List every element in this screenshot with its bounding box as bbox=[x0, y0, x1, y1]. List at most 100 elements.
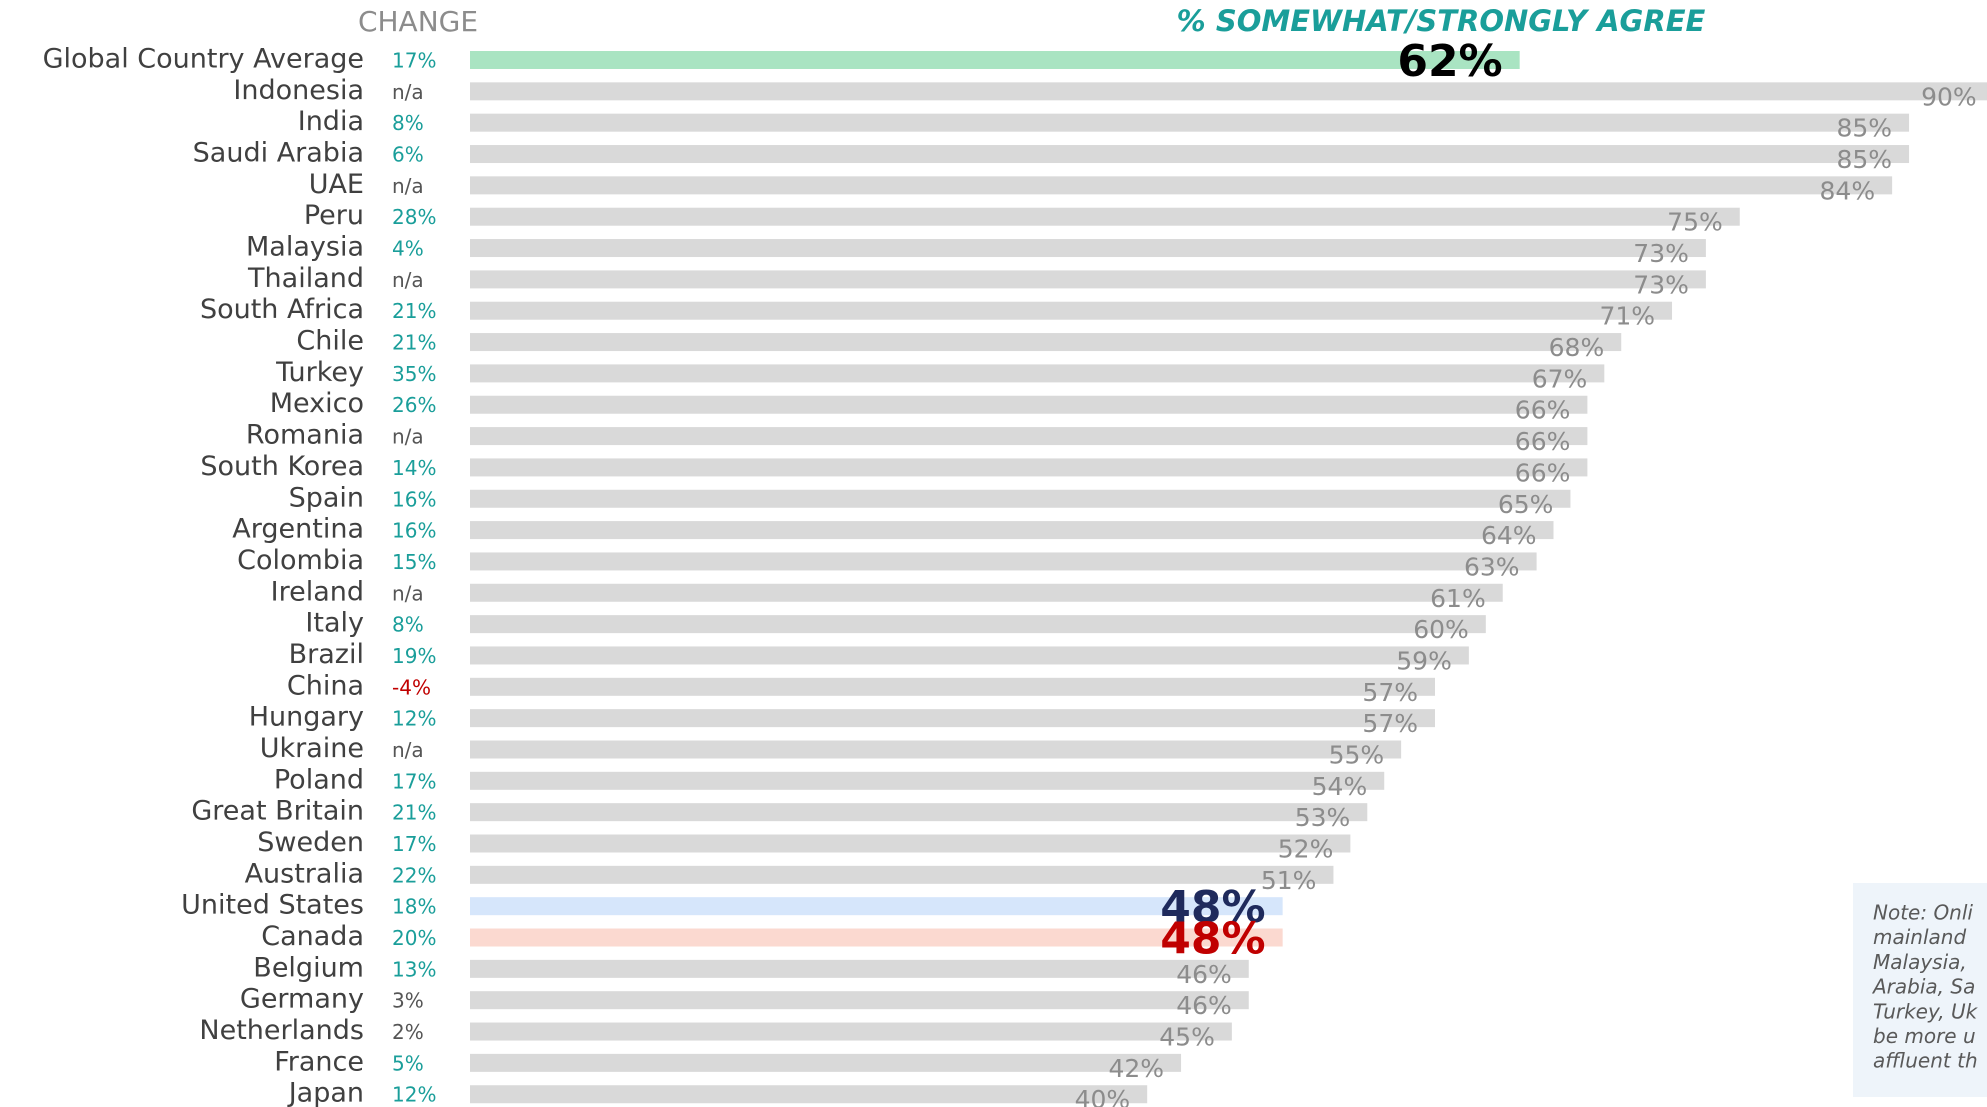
value-label: 48% bbox=[1160, 914, 1265, 965]
category-label: Germany bbox=[240, 984, 364, 1015]
value-label: 62% bbox=[1397, 36, 1502, 87]
change-label: n/a bbox=[392, 738, 424, 762]
change-label: 5% bbox=[392, 1051, 424, 1075]
chart-title: % SOMEWHAT/STRONGLY AGREE bbox=[1177, 4, 1706, 38]
bar bbox=[470, 207, 1740, 226]
value-label: 66% bbox=[1515, 427, 1571, 456]
bar bbox=[470, 145, 1910, 164]
bar bbox=[470, 771, 1385, 790]
category-label: Japan bbox=[287, 1078, 364, 1107]
bar bbox=[470, 427, 1588, 446]
bar bbox=[470, 521, 1554, 540]
bar bbox=[470, 709, 1436, 728]
change-label: 35% bbox=[392, 362, 436, 386]
value-label: 61% bbox=[1430, 584, 1486, 613]
value-label: 45% bbox=[1159, 1023, 1215, 1052]
category-label: Sweden bbox=[257, 827, 364, 858]
change-label: n/a bbox=[392, 80, 424, 104]
value-label: 53% bbox=[1295, 803, 1351, 832]
value-label: 84% bbox=[1820, 176, 1876, 205]
category-label: Argentina bbox=[232, 514, 364, 545]
bar bbox=[470, 301, 1673, 320]
change-label: 21% bbox=[392, 801, 436, 825]
category-label: Chile bbox=[296, 326, 364, 357]
change-header: CHANGE bbox=[358, 5, 478, 38]
category-label: France bbox=[274, 1046, 364, 1077]
note-text: mainland bbox=[1873, 925, 1966, 949]
bar bbox=[470, 458, 1588, 477]
change-label: 17% bbox=[392, 49, 436, 73]
category-label: Peru bbox=[304, 200, 364, 231]
category-label: Canada bbox=[261, 921, 364, 952]
bar bbox=[470, 677, 1436, 696]
category-label: Ukraine bbox=[260, 733, 364, 764]
bar bbox=[470, 1085, 1148, 1104]
value-label: 52% bbox=[1278, 835, 1334, 864]
bar bbox=[470, 803, 1368, 822]
note-text: be more u bbox=[1873, 1024, 1976, 1048]
value-label: 73% bbox=[1633, 239, 1689, 268]
change-label: 4% bbox=[392, 237, 424, 261]
category-label: Great Britain bbox=[191, 796, 364, 827]
category-label: Hungary bbox=[249, 702, 364, 733]
note-text: affluent th bbox=[1873, 1049, 1978, 1073]
value-label: 90% bbox=[1921, 82, 1977, 111]
category-label: Spain bbox=[289, 482, 364, 513]
category-label: Belgium bbox=[253, 952, 364, 983]
value-label: 63% bbox=[1464, 552, 1520, 581]
value-label: 57% bbox=[1362, 678, 1418, 707]
value-label: 66% bbox=[1515, 458, 1571, 487]
bar bbox=[470, 1022, 1232, 1041]
bar bbox=[470, 615, 1486, 634]
value-label: 64% bbox=[1481, 521, 1537, 550]
value-label: 60% bbox=[1413, 615, 1469, 644]
bar bbox=[470, 552, 1537, 571]
category-label: Saudi Arabia bbox=[193, 138, 364, 169]
bar bbox=[470, 646, 1469, 665]
value-label: 48% bbox=[1160, 882, 1265, 933]
category-label: Australia bbox=[245, 858, 364, 889]
change-label: 16% bbox=[392, 519, 436, 543]
bar bbox=[470, 82, 1987, 101]
category-label: Italy bbox=[305, 608, 364, 639]
change-label: 21% bbox=[392, 331, 436, 355]
bar bbox=[470, 865, 1334, 884]
change-label: 13% bbox=[392, 957, 436, 981]
category-label: South Africa bbox=[200, 294, 364, 325]
category-label: Indonesia bbox=[233, 75, 364, 106]
value-label: 55% bbox=[1329, 740, 1385, 769]
note-text: Note: Onli bbox=[1873, 901, 1973, 925]
change-label: n/a bbox=[392, 174, 424, 198]
value-label: 42% bbox=[1108, 1054, 1164, 1083]
value-label: 46% bbox=[1176, 991, 1232, 1020]
bar bbox=[470, 834, 1351, 853]
change-label: 3% bbox=[392, 989, 424, 1013]
category-label: Thailand bbox=[247, 263, 364, 294]
value-label: 40% bbox=[1075, 1085, 1131, 1107]
value-label: 85% bbox=[1836, 114, 1892, 143]
bar bbox=[470, 270, 1706, 289]
change-label: 8% bbox=[392, 111, 424, 135]
category-label: Mexico bbox=[270, 388, 364, 419]
category-label: Poland bbox=[274, 764, 364, 795]
bar bbox=[470, 176, 1893, 195]
note-box bbox=[1853, 883, 1987, 1097]
note-text: Arabia, Sa bbox=[1871, 975, 1975, 999]
value-label: 59% bbox=[1396, 646, 1452, 675]
change-label: 6% bbox=[392, 143, 424, 167]
value-label: 75% bbox=[1667, 208, 1723, 237]
change-label: n/a bbox=[392, 268, 424, 292]
category-label: India bbox=[298, 106, 364, 137]
note-text: Malaysia, bbox=[1873, 950, 1967, 974]
change-label: 16% bbox=[392, 487, 436, 511]
value-label: 85% bbox=[1836, 145, 1892, 174]
category-label: Malaysia bbox=[246, 232, 364, 263]
bar bbox=[470, 239, 1706, 258]
note-text: Turkey, Uk bbox=[1873, 999, 1979, 1023]
change-label: 15% bbox=[392, 550, 436, 574]
bar bbox=[470, 1053, 1182, 1072]
change-label: 21% bbox=[392, 299, 436, 323]
change-label: 14% bbox=[392, 456, 436, 480]
